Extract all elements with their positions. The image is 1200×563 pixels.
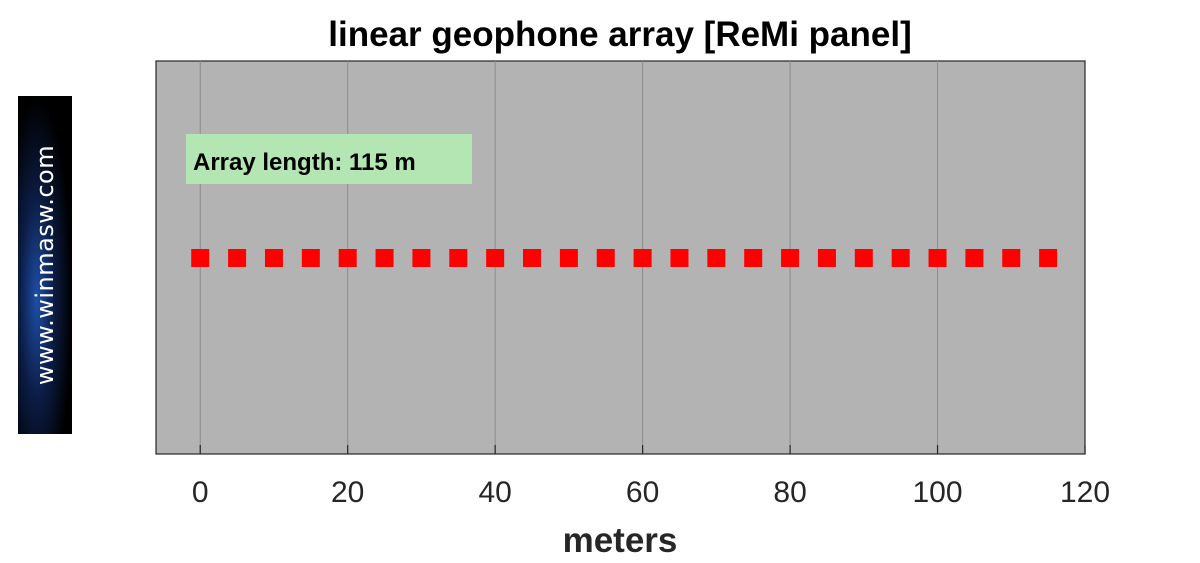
geophone-marker [449, 249, 468, 267]
annotation-box [186, 134, 472, 184]
chart-title: linear geophone array [ReMi panel] [328, 15, 911, 54]
x-tick-label: 120 [1060, 476, 1110, 509]
x-tick-label: 40 [478, 476, 511, 509]
geophone-marker [707, 249, 726, 267]
geophone-marker [596, 249, 615, 267]
x-axis-label: meters [563, 521, 678, 560]
array-length-annotation: Array length: 115 m [193, 149, 416, 176]
x-tick-label: 20 [331, 476, 364, 509]
x-tick-label: 60 [626, 476, 659, 509]
geophone-marker [338, 249, 357, 267]
geophone-marker [1002, 249, 1021, 267]
geophone-marker [891, 249, 910, 267]
geophone-marker [375, 249, 394, 267]
geophone-marker [854, 249, 873, 267]
x-tick-label: 80 [773, 476, 806, 509]
geophone-markers [191, 249, 1058, 267]
geophone-marker [191, 249, 210, 267]
geophone-marker [523, 249, 542, 267]
x-tick-label: 100 [913, 476, 963, 509]
geophone-marker [670, 249, 689, 267]
geophone-marker [965, 249, 984, 267]
x-tick-label: 0 [192, 476, 209, 509]
geophone-marker [781, 249, 800, 267]
x-axis-ticks: 0 20 40 60 80 100 120 [192, 445, 1110, 509]
geophone-marker [486, 249, 505, 267]
geophone-marker [412, 249, 431, 267]
geophone-marker [928, 249, 947, 267]
geophone-marker [744, 249, 763, 267]
geophone-marker [228, 249, 247, 267]
geophone-marker [559, 249, 578, 267]
geophone-marker [264, 249, 283, 267]
winmasw-logo: www.winmasw.com [18, 96, 72, 434]
geophone-marker [817, 249, 836, 267]
geophone-marker [633, 249, 652, 267]
geophone-marker [1039, 249, 1058, 267]
geophone-marker [301, 249, 320, 267]
